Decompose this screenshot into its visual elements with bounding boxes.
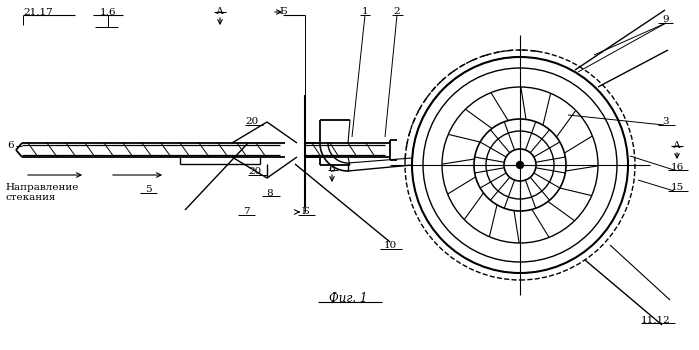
Text: 8: 8 bbox=[267, 189, 273, 197]
Text: 2: 2 bbox=[394, 7, 401, 16]
Text: Направление: Направление bbox=[5, 183, 78, 192]
Text: 6: 6 bbox=[329, 166, 336, 175]
Text: А: А bbox=[216, 7, 224, 16]
Text: 10: 10 bbox=[383, 241, 396, 251]
Text: 5: 5 bbox=[145, 186, 151, 195]
Text: 20: 20 bbox=[248, 168, 261, 176]
Text: стекания: стекания bbox=[5, 194, 55, 203]
Text: 3: 3 bbox=[663, 118, 670, 126]
Text: 9: 9 bbox=[663, 15, 670, 24]
Text: 21,17: 21,17 bbox=[23, 7, 52, 16]
Text: 1,6: 1,6 bbox=[100, 7, 116, 16]
Text: 20: 20 bbox=[245, 118, 259, 126]
Text: Б: Б bbox=[279, 7, 287, 16]
Circle shape bbox=[517, 161, 524, 168]
Text: 11,12: 11,12 bbox=[641, 315, 671, 324]
Text: Фиг. 1: Фиг. 1 bbox=[329, 292, 367, 304]
Text: А: А bbox=[673, 141, 681, 150]
Text: 6: 6 bbox=[8, 141, 14, 150]
Text: 7: 7 bbox=[243, 208, 250, 217]
Text: Б: Б bbox=[301, 208, 309, 217]
Text: 16: 16 bbox=[670, 162, 684, 172]
Text: 1: 1 bbox=[361, 7, 368, 16]
Text: 15: 15 bbox=[670, 183, 684, 192]
